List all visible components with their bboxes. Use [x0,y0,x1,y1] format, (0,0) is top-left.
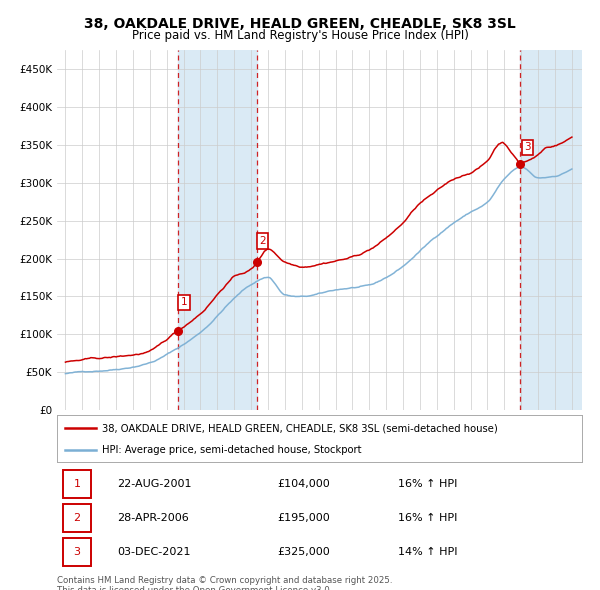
Bar [178,50,257,410]
Text: 3: 3 [73,547,80,557]
Text: 2: 2 [73,513,80,523]
Text: £195,000: £195,000 [277,513,330,523]
Text: 14% ↑ HPI: 14% ↑ HPI [398,547,458,557]
Text: 38, OAKDALE DRIVE, HEALD GREEN, CHEADLE, SK8 3SL: 38, OAKDALE DRIVE, HEALD GREEN, CHEADLE,… [84,17,516,31]
Text: 3: 3 [524,142,531,152]
Text: 38, OAKDALE DRIVE, HEALD GREEN, CHEADLE, SK8 3SL (semi-detached house): 38, OAKDALE DRIVE, HEALD GREEN, CHEADLE,… [101,424,497,434]
Text: 2: 2 [259,236,266,246]
Bar [520,50,582,410]
Text: 28-APR-2006: 28-APR-2006 [118,513,189,523]
Text: 1: 1 [181,297,188,307]
Text: Price paid vs. HM Land Registry's House Price Index (HPI): Price paid vs. HM Land Registry's House … [131,30,469,42]
Text: 1: 1 [73,479,80,489]
Text: £104,000: £104,000 [277,479,330,489]
Text: 22-AUG-2001: 22-AUG-2001 [118,479,192,489]
Text: 16% ↑ HPI: 16% ↑ HPI [398,479,458,489]
Text: HPI: Average price, semi-detached house, Stockport: HPI: Average price, semi-detached house,… [101,445,361,455]
Text: Contains HM Land Registry data © Crown copyright and database right 2025.
This d: Contains HM Land Registry data © Crown c… [57,576,392,590]
Text: £325,000: £325,000 [277,547,330,557]
Text: 03-DEC-2021: 03-DEC-2021 [118,547,191,557]
FancyBboxPatch shape [64,470,91,498]
FancyBboxPatch shape [64,538,91,566]
FancyBboxPatch shape [64,504,91,532]
Text: 16% ↑ HPI: 16% ↑ HPI [398,513,458,523]
